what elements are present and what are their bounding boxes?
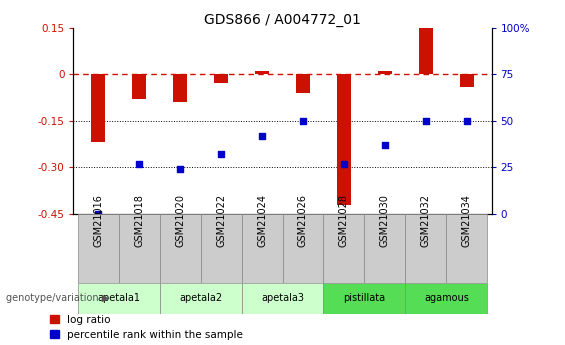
Text: GSM21016: GSM21016 — [93, 194, 103, 247]
Bar — [173, 74, 187, 102]
Point — [421, 118, 431, 124]
Text: pistillata: pistillata — [344, 294, 385, 303]
Text: GSM21018: GSM21018 — [134, 194, 144, 247]
Text: GSM21028: GSM21028 — [339, 194, 349, 247]
Point — [258, 133, 267, 138]
Bar — [214, 74, 228, 83]
Bar — [77, 283, 159, 314]
Point — [380, 142, 389, 148]
Bar — [324, 283, 406, 314]
Bar — [406, 214, 446, 283]
Text: genotype/variation ▶: genotype/variation ▶ — [6, 294, 109, 303]
Bar — [241, 214, 282, 283]
Point — [298, 118, 307, 124]
Text: agamous: agamous — [424, 294, 469, 303]
Point — [176, 166, 185, 172]
Text: GSM21034: GSM21034 — [462, 194, 472, 247]
Text: GSM21030: GSM21030 — [380, 194, 390, 247]
Bar — [378, 71, 392, 74]
Legend: log ratio, percentile rank within the sample: log ratio, percentile rank within the sa… — [50, 315, 243, 340]
Text: apetala1: apetala1 — [97, 294, 140, 303]
Text: GSM21024: GSM21024 — [257, 194, 267, 247]
Bar — [159, 283, 241, 314]
Bar — [446, 214, 488, 283]
Text: apetala3: apetala3 — [261, 294, 304, 303]
Bar — [364, 214, 406, 283]
Point — [462, 118, 471, 124]
Bar — [201, 214, 241, 283]
Bar — [119, 214, 159, 283]
Text: GSM21032: GSM21032 — [421, 194, 431, 247]
Point — [94, 211, 103, 217]
Text: GSM21020: GSM21020 — [175, 194, 185, 247]
Point — [134, 161, 144, 166]
Bar — [91, 74, 105, 142]
Point — [340, 161, 349, 166]
Bar — [282, 214, 324, 283]
Bar — [460, 74, 474, 87]
Text: GSM21026: GSM21026 — [298, 194, 308, 247]
Bar — [159, 214, 201, 283]
Bar — [406, 283, 488, 314]
Text: apetala2: apetala2 — [179, 294, 222, 303]
Bar — [419, 28, 433, 74]
Point — [216, 151, 225, 157]
Bar — [296, 74, 310, 93]
Bar — [324, 214, 364, 283]
Bar — [255, 71, 269, 74]
Title: GDS866 / A004772_01: GDS866 / A004772_01 — [204, 12, 361, 27]
Bar — [337, 74, 351, 205]
Bar — [241, 283, 324, 314]
Text: GSM21022: GSM21022 — [216, 194, 226, 247]
Bar — [77, 214, 119, 283]
Bar — [132, 74, 146, 99]
